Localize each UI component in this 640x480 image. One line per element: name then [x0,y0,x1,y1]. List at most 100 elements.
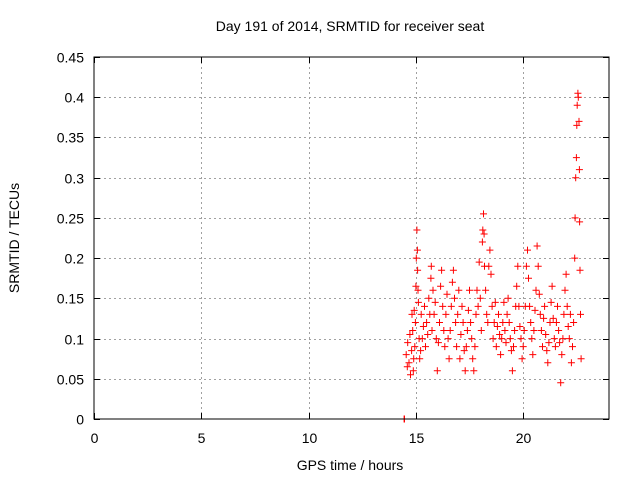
data-point [537,327,545,334]
data-point [520,327,528,334]
data-point [508,367,516,375]
data-point [552,319,560,326]
data-point [402,351,410,359]
data-point [545,339,553,347]
data-point [416,355,424,363]
y-tick-label: 0 [76,412,84,428]
data-point [495,310,502,318]
data-point [577,355,585,363]
data-point [518,355,526,363]
data-point [503,310,511,318]
data-point [409,367,417,375]
data-point [557,379,565,387]
data-point [572,174,580,182]
data-point [421,302,428,310]
data-point [473,286,481,294]
data-point [479,226,487,234]
x-tick-labels: 0 5 10 15 20 [91,430,532,446]
data-point [563,302,571,310]
data-point [493,323,501,330]
data-point [564,323,572,330]
data-point [431,298,439,306]
data-point [492,343,500,351]
data-point [532,286,540,294]
data-point [427,262,435,270]
data-point [405,359,413,367]
data-point [531,306,539,314]
x-tick-label: 15 [409,430,425,446]
data-point [411,319,419,326]
data-point [559,335,567,343]
data-point [438,266,446,274]
data-point [456,355,464,363]
data-point [529,351,537,359]
data-point [562,270,570,278]
data-points [400,89,585,423]
data-point [460,347,468,355]
data-point [407,371,414,379]
y-tick-label: 0.25 [57,211,84,227]
data-point [436,319,443,326]
data-point [575,166,583,174]
data-point [451,294,458,302]
data-point [429,286,437,294]
data-point [513,282,521,290]
data-point [448,278,456,286]
data-point [454,310,462,318]
data-point [488,302,496,310]
data-point [409,327,417,334]
data-point [519,343,527,351]
data-point [410,355,418,363]
data-point [526,302,534,310]
data-point [525,274,532,282]
data-point [554,302,561,310]
data-point [425,294,433,302]
data-point [533,242,541,250]
data-point [514,262,522,270]
data-point [499,319,507,326]
y-tick-label: 0.1 [65,332,85,348]
data-point [455,286,463,294]
data-point [573,121,581,129]
y-tick-label: 0.15 [57,291,84,307]
data-point [482,286,490,294]
data-point [476,294,484,302]
data-point [459,319,467,326]
data-point [423,319,431,326]
data-point [446,327,454,334]
data-point [437,282,445,290]
data-point [573,101,581,109]
data-point [534,262,542,270]
data-point [443,290,451,298]
data-point [408,347,416,355]
data-point [480,230,488,238]
y-tick-label: 0.05 [57,372,84,388]
data-point [447,302,455,310]
data-point [561,286,569,294]
data-point [412,254,420,262]
data-point [439,302,447,310]
data-point [515,302,523,310]
data-point [471,343,479,351]
data-point [540,314,548,322]
data-point [569,343,576,351]
data-point [484,319,492,326]
y-tick-label: 0.45 [57,50,84,66]
data-point [516,323,524,330]
data-point [430,310,438,318]
data-point [418,335,426,343]
data-point [444,335,452,343]
y-tick-labels: 0 0.05 0.1 0.15 0.2 0.25 0.3 0.35 0.4 0.45 [57,50,84,428]
data-point [566,310,574,318]
data-point [528,335,536,343]
data-point [480,210,487,218]
data-point [469,355,477,363]
y-tick-label: 0.3 [65,171,85,187]
data-point [417,347,425,355]
data-point [504,294,512,302]
data-point [458,302,466,310]
data-point [427,274,435,282]
data-point [474,302,482,310]
data-point [422,343,429,351]
